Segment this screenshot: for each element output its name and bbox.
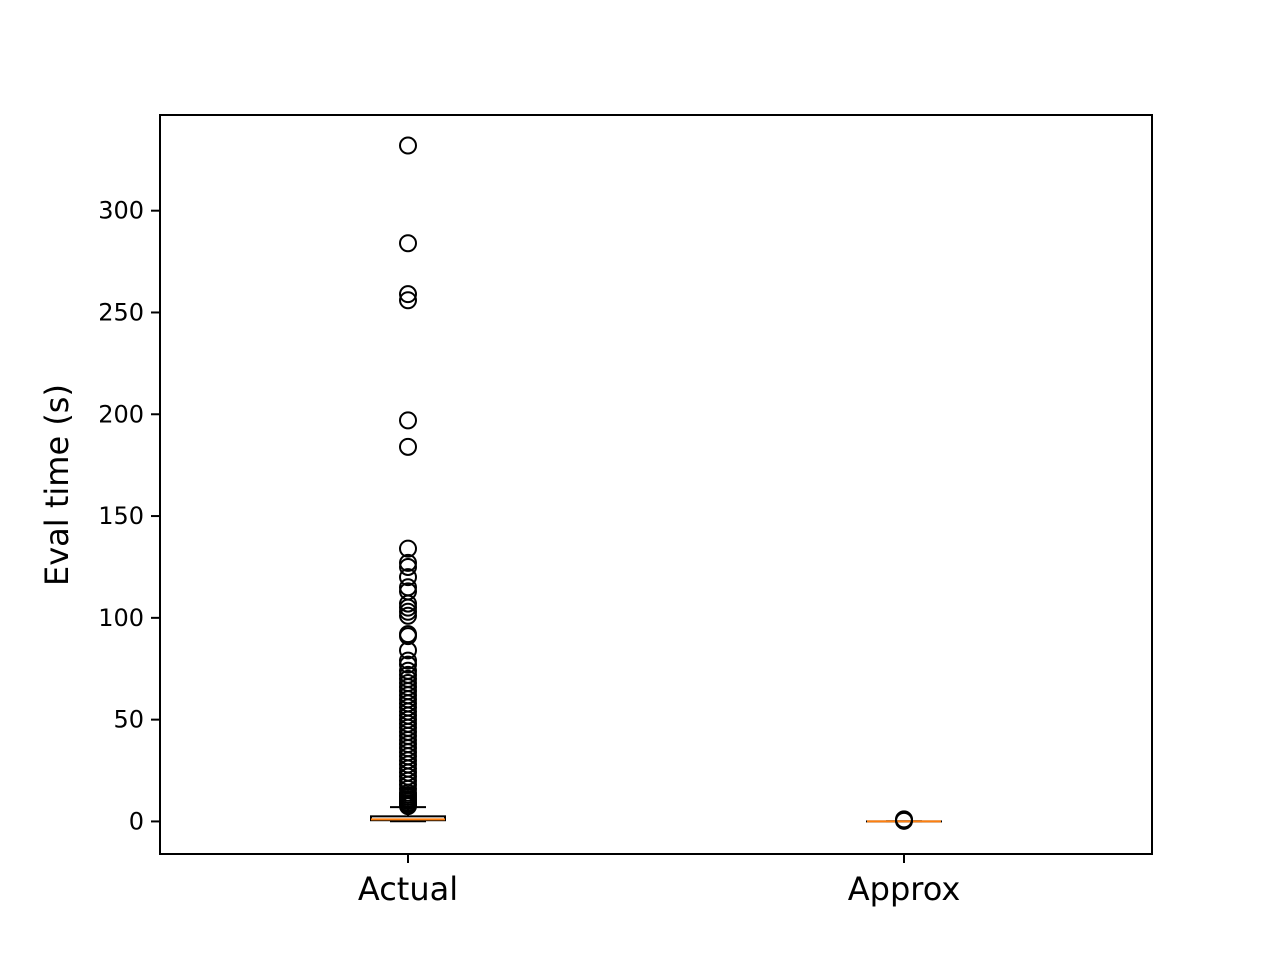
box-approx xyxy=(866,810,942,830)
outlier-point xyxy=(399,136,417,155)
y-axis-label: Eval time (s) xyxy=(38,384,76,586)
outlier-point xyxy=(399,606,417,625)
y-tick-label: 50 xyxy=(113,706,144,734)
outlier-point xyxy=(399,655,417,674)
box-actual xyxy=(370,136,446,823)
outlier-point xyxy=(399,568,417,587)
boxes-layer xyxy=(370,136,942,830)
outlier-point xyxy=(399,539,417,558)
plot-area xyxy=(160,115,1152,854)
outlier-point xyxy=(399,437,417,456)
outlier-point xyxy=(399,627,417,646)
y-tick-label: 300 xyxy=(98,197,144,225)
outlier-point xyxy=(399,291,417,310)
outlier-point xyxy=(399,557,417,576)
y-tick-label: 0 xyxy=(129,807,144,835)
y-tick-label: 200 xyxy=(98,400,144,428)
outlier-point xyxy=(399,641,417,660)
y-tick-label: 100 xyxy=(98,604,144,632)
plot-frame xyxy=(159,114,1153,855)
outlier-point xyxy=(399,411,417,430)
outlier-point xyxy=(895,810,913,829)
x-tick-label: Actual xyxy=(358,870,458,908)
outlier-point xyxy=(399,797,417,816)
y-tick-label: 250 xyxy=(98,298,144,326)
outlier-point xyxy=(399,285,417,304)
y-tick-label: 150 xyxy=(98,502,144,530)
axis-ticks-layer: 0 50 100 150 200 250 300 Actual Approx xyxy=(98,197,960,908)
outlier-point xyxy=(399,234,417,253)
x-tick-label: Approx xyxy=(848,870,961,908)
